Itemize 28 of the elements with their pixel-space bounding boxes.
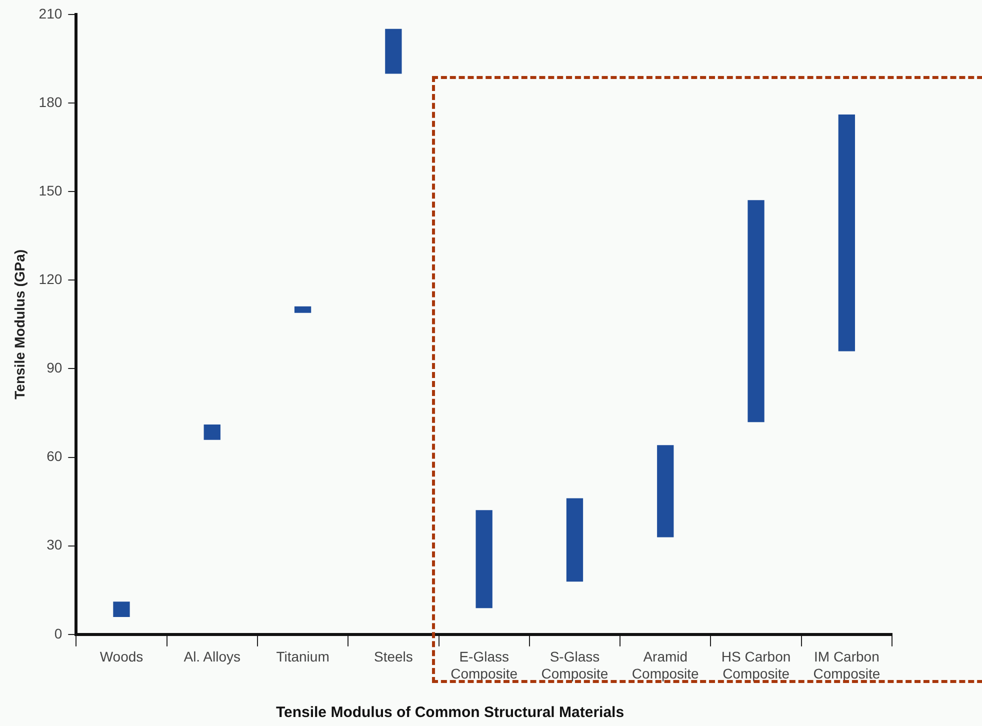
y-tick-label: 150	[38, 182, 62, 198]
x-tick-label: Aramid Composite	[632, 648, 700, 682]
bar	[748, 200, 764, 422]
x-tick-label: IM Carbon Composite	[813, 648, 880, 682]
y-tick-label: 210	[38, 5, 62, 22]
bar	[204, 424, 220, 440]
x-tick-label: S-Glass Composite	[541, 648, 608, 682]
bar	[838, 114, 856, 352]
y-tick-label: 0	[54, 625, 62, 642]
y-tick-label: 60	[46, 448, 62, 464]
bar	[566, 498, 584, 582]
y-axis-title: Tensile Modulus (GPa)	[11, 249, 28, 400]
bar	[113, 602, 130, 618]
bar	[385, 28, 402, 74]
x-tick-label: HS Carbon Composite	[721, 648, 791, 682]
x-tick-label: Titanium	[276, 648, 330, 665]
x-tick-label: Woods	[100, 648, 144, 665]
y-tick-label: 120	[38, 270, 62, 287]
x-tick-label: E-Glass Composite	[450, 648, 518, 682]
bar	[657, 445, 674, 538]
y-tick-label: 90	[46, 360, 62, 376]
y-tick-label: 180	[38, 94, 62, 110]
text: Tensile Modulus of Common Structural Materials	[276, 704, 624, 722]
y-tick-label: 30	[46, 536, 62, 553]
bar	[476, 510, 492, 608]
x-tick-label: Al. Alloys	[184, 648, 241, 665]
bar	[294, 306, 312, 313]
x-tick-label: Steels	[374, 648, 413, 665]
